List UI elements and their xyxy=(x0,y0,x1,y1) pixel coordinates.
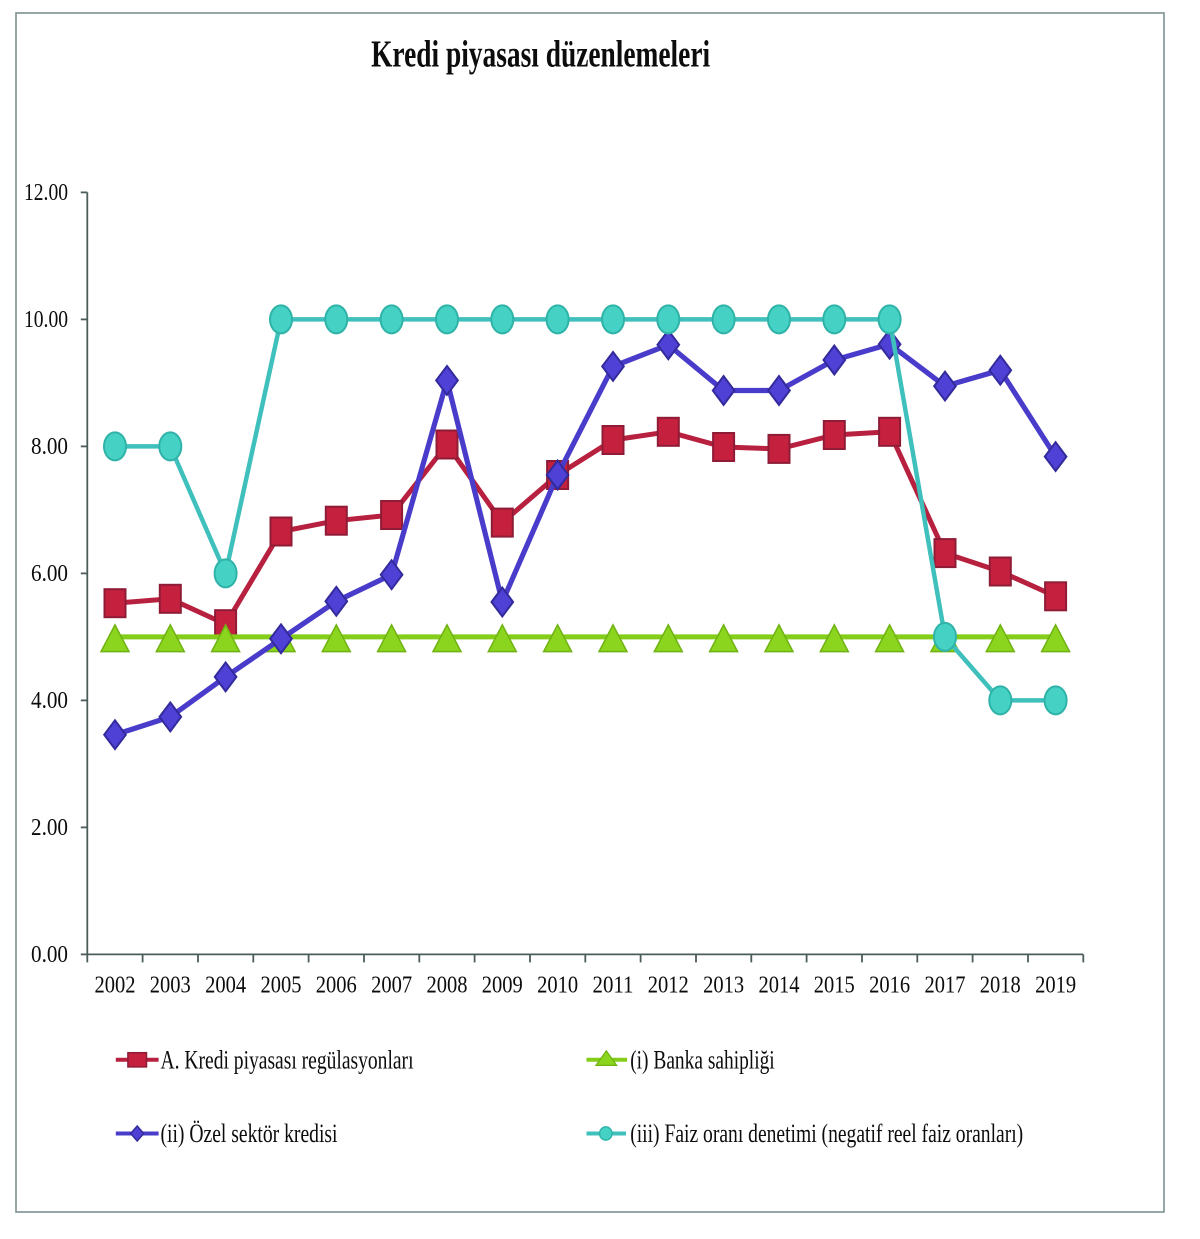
svg-text:(ii) Özel sektör kredisi: (ii) Özel sektör kredisi xyxy=(161,1119,338,1148)
svg-text:2010: 2010 xyxy=(537,973,578,999)
svg-text:2005: 2005 xyxy=(261,973,302,999)
svg-text:2007: 2007 xyxy=(371,973,412,999)
svg-text:Kredi piyasası düzenlemeleri: Kredi piyasası düzenlemeleri xyxy=(371,34,710,76)
svg-text:2003: 2003 xyxy=(150,973,191,999)
svg-text:2012: 2012 xyxy=(648,973,689,999)
svg-text:2004: 2004 xyxy=(205,973,246,999)
svg-text:(iii) Faiz oranı denetimi (neg: (iii) Faiz oranı denetimi (negatif reel … xyxy=(630,1119,1023,1148)
svg-text:10.00: 10.00 xyxy=(24,307,68,333)
svg-text:8.00: 8.00 xyxy=(31,434,68,460)
svg-text:2018: 2018 xyxy=(980,973,1021,999)
svg-text:2017: 2017 xyxy=(925,973,966,999)
svg-text:2002: 2002 xyxy=(95,973,136,999)
svg-text:2.00: 2.00 xyxy=(31,815,68,841)
svg-text:2006: 2006 xyxy=(316,973,357,999)
svg-text:2015: 2015 xyxy=(814,973,855,999)
svg-text:2013: 2013 xyxy=(703,973,744,999)
svg-text:A. Kredi piyasası regülasyonla: A. Kredi piyasası regülasyonları xyxy=(161,1045,414,1074)
svg-text:12.00: 12.00 xyxy=(24,180,68,206)
svg-text:2011: 2011 xyxy=(593,973,634,999)
svg-text:2016: 2016 xyxy=(869,973,910,999)
svg-text:2009: 2009 xyxy=(482,973,523,999)
svg-text:(i) Banka sahipliği: (i) Banka sahipliği xyxy=(630,1045,775,1074)
svg-text:0.00: 0.00 xyxy=(31,942,68,968)
svg-text:2014: 2014 xyxy=(759,973,800,999)
svg-text:6.00: 6.00 xyxy=(31,561,68,587)
svg-text:2008: 2008 xyxy=(427,973,468,999)
svg-text:2019: 2019 xyxy=(1035,973,1076,999)
svg-text:4.00: 4.00 xyxy=(31,688,68,714)
